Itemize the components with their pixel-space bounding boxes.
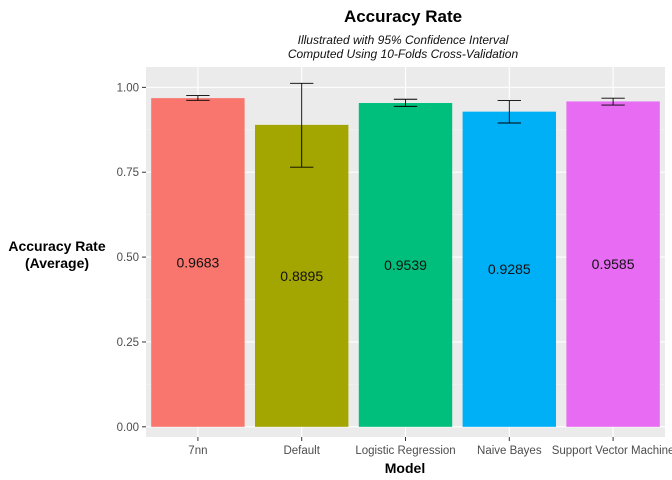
- chart-subtitle-line-2: Computed Using 10-Folds Cross-Validation: [288, 47, 519, 61]
- y-axis: 0.00 0.25 0.50 0.75 1.00: [117, 82, 146, 434]
- bar-value-label: 0.9539: [384, 257, 427, 273]
- error-bar: [186, 95, 210, 101]
- x-axis: 7nn Default Logistic Regression Naive Bayes…: [188, 437, 672, 457]
- error-bar: [393, 98, 418, 107]
- x-tick-label: Logistic Regression: [355, 445, 455, 457]
- x-axis-title: Model: [385, 460, 425, 476]
- y-tick-label: 0.50: [117, 252, 139, 264]
- y-axis-title-line-1: Accuracy Rate: [8, 238, 105, 254]
- chart-subtitle-line-1: Illustrated with 95% Confidence Interval: [298, 33, 509, 47]
- bar-value-label: 0.9683: [176, 254, 219, 270]
- y-axis-title-line-2: (Average): [25, 255, 89, 271]
- bar-value-label: 0.9285: [488, 261, 531, 277]
- bar-value-label: 0.8895: [280, 268, 323, 284]
- x-tick-label: Naive Bayes: [477, 445, 542, 457]
- x-tick-label: 7nn: [188, 445, 207, 457]
- y-tick-label: 0.75: [117, 167, 139, 179]
- x-tick-label: Default: [283, 445, 320, 457]
- bar-support-vector-machine: [566, 101, 660, 427]
- error-bars: [186, 82, 625, 168]
- error-bar: [601, 97, 625, 106]
- x-tick-label: Support Vector Machine: [552, 445, 672, 457]
- bar-naive-bayes: [462, 111, 557, 427]
- error-bar: [497, 100, 521, 124]
- chart-title: Accuracy Rate: [344, 7, 462, 26]
- bars: [151, 98, 660, 427]
- y-tick-label: 1.00: [117, 82, 139, 94]
- y-tick-label: 0.25: [117, 337, 139, 349]
- bar-default: [254, 124, 349, 427]
- bar-logistic-regression: [358, 103, 453, 427]
- y-tick-label: 0.00: [117, 422, 139, 434]
- error-bar: [290, 82, 314, 168]
- bar-value-labels: 0.9683 0.8895 0.9539 0.9285 0.9585: [176, 254, 634, 283]
- bar-value-label: 0.9585: [592, 256, 635, 272]
- bar-7nn: [151, 98, 245, 427]
